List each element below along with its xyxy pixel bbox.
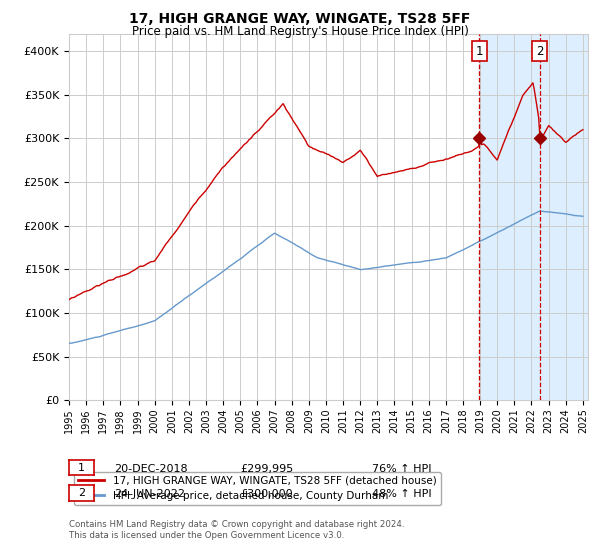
Text: Contains HM Land Registry data © Crown copyright and database right 2024.: Contains HM Land Registry data © Crown c…: [69, 520, 404, 529]
Text: 76% ↑ HPI: 76% ↑ HPI: [372, 464, 431, 474]
Text: £299,995: £299,995: [240, 464, 293, 474]
Text: 1: 1: [78, 463, 85, 473]
Bar: [479, 34, 592, 400]
Text: 24-JUN-2022: 24-JUN-2022: [114, 489, 185, 499]
Legend: 17, HIGH GRANGE WAY, WINGATE, TS28 5FF (detached house), HPI: Average price, det: 17, HIGH GRANGE WAY, WINGATE, TS28 5FF (…: [74, 472, 440, 505]
Text: Price paid vs. HM Land Registry's House Price Index (HPI): Price paid vs. HM Land Registry's House …: [131, 25, 469, 38]
Text: 1: 1: [476, 45, 483, 58]
Text: 2: 2: [78, 488, 85, 498]
Text: 20-DEC-2018: 20-DEC-2018: [114, 464, 188, 474]
Text: This data is licensed under the Open Government Licence v3.0.: This data is licensed under the Open Gov…: [69, 531, 344, 540]
Text: 17, HIGH GRANGE WAY, WINGATE, TS28 5FF: 17, HIGH GRANGE WAY, WINGATE, TS28 5FF: [130, 12, 470, 26]
Text: £300,000: £300,000: [240, 489, 293, 499]
Text: 48% ↑ HPI: 48% ↑ HPI: [372, 489, 431, 499]
Text: 2: 2: [536, 45, 544, 58]
